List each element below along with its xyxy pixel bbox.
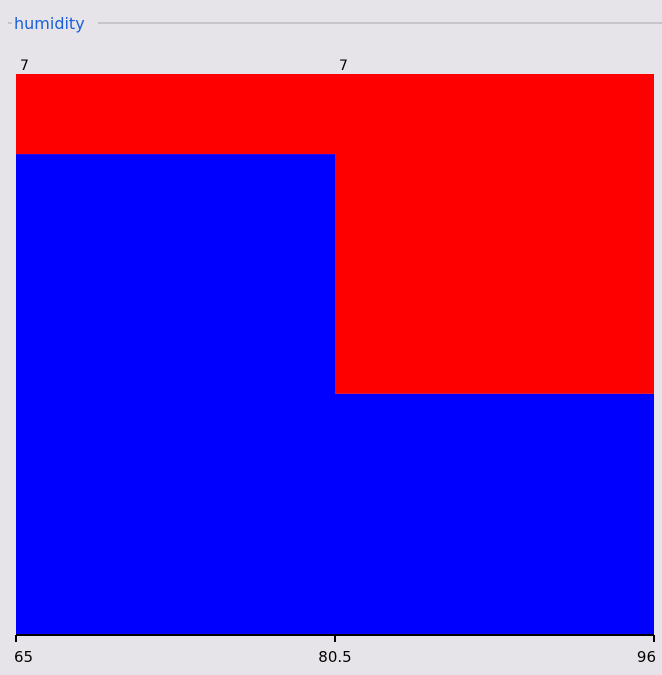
x-axis-ticks: 65 80.5 96 [14,635,656,666]
bar-bin-1-class-1 [335,74,654,394]
histogram-bars [16,74,654,634]
panel-title: humidity [14,14,85,33]
x-tick-label-2: 96 [637,648,656,666]
bar-bin-0-class-1 [16,74,335,155]
bar-bin-0-class-0 [16,154,335,634]
panel-title-bg [12,13,98,33]
bar-bin-1-class-0 [335,393,654,634]
bin-count-label-1: 7 [339,58,348,74]
bin-count-label-0: 7 [20,58,29,74]
x-tick-label-0: 65 [14,648,33,666]
x-tick-label-1: 80.5 [318,648,351,666]
